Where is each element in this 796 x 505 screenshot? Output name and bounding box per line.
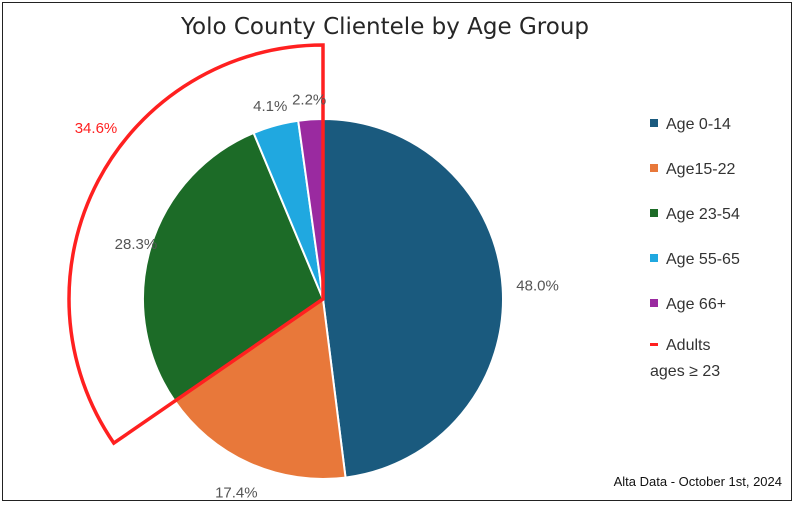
legend-swatch-age-66 — [650, 299, 658, 307]
legend-label-age-23-54: Age 23-54 — [666, 206, 740, 223]
slice-label-age-55-65: 4.1% — [253, 98, 287, 115]
slice-labels: 48.0% 17.4% 28.3% 4.1% 2.2% 34.6% — [75, 91, 559, 501]
legend-label-age-55-65: Age 55-65 — [666, 251, 740, 268]
source-note: Alta Data - October 1st, 2024 — [614, 474, 782, 489]
slice-label-age15-22: 17.4% — [215, 484, 258, 501]
adults-highlight-outline — [67, 43, 325, 446]
legend-swatch-age-0-14 — [650, 119, 658, 127]
pie-slice-age-0-14 — [322, 117, 504, 479]
legend-swatch-age15-22 — [650, 164, 658, 172]
pie-slice-age15-22 — [173, 297, 347, 480]
legend: Age 0-14 Age15-22 Age 23-54 Age 55-65 Age 66… — [650, 116, 740, 380]
pie-slice-age-23-54 — [142, 131, 325, 403]
legend-swatch-age-23-54 — [650, 209, 658, 217]
legend-label-adults: Adults — [666, 337, 710, 354]
slice-label-age-0-14: 48.0% — [516, 278, 559, 295]
slice-label-age-23-54: 28.3% — [115, 236, 158, 253]
chart-title: Yolo County Clientele by Age Group — [180, 14, 589, 40]
legend-swatch-adults — [650, 343, 658, 346]
legend-label-age15-22: Age15-22 — [666, 161, 735, 178]
legend-label-age-0-14: Age 0-14 — [666, 116, 731, 133]
highlight-label: 34.6% — [75, 120, 118, 137]
legend-label-adults-ages: ages ≥ 23 — [650, 363, 720, 380]
pie-slices — [67, 43, 504, 480]
legend-swatch-age-55-65 — [650, 254, 658, 262]
slice-label-age-66: 2.2% — [292, 91, 326, 108]
legend-label-age-66: Age 66+ — [666, 296, 726, 313]
